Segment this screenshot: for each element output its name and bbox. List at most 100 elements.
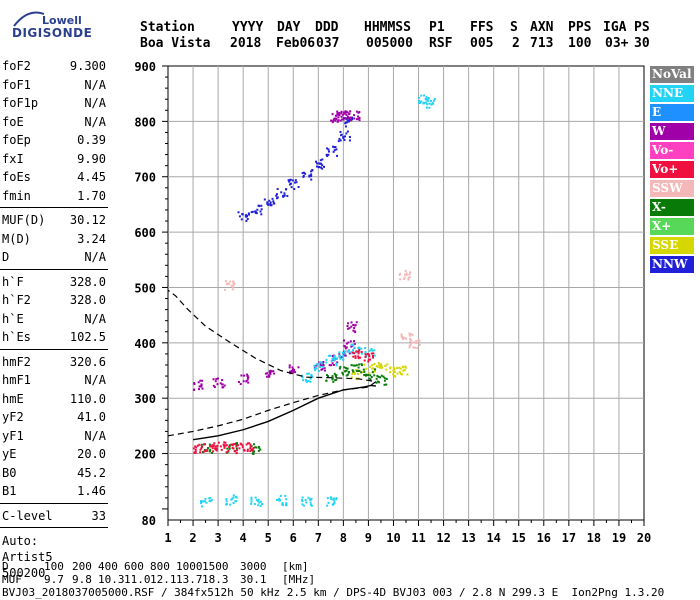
echo-point-nnw [275, 197, 278, 200]
echo-point-nne [335, 362, 338, 365]
header-label-7: S [510, 20, 518, 35]
echo-point-x [344, 370, 347, 373]
echo-point-ssw [409, 343, 412, 346]
echo-point-nne [284, 503, 287, 506]
param-name: foEs [2, 170, 31, 184]
echo-point-nne [255, 499, 258, 502]
echo-point-nnw [275, 193, 278, 196]
echo-point-x [331, 378, 334, 381]
echo-point-nne [430, 103, 433, 106]
legend-item-x: X+ [650, 218, 694, 235]
echo-point-nne [365, 354, 368, 357]
echo-point-nnw [342, 137, 345, 140]
echo-point-ssw [412, 346, 415, 349]
echo-point-nnw [346, 119, 349, 122]
echo-point-nnw [304, 172, 307, 175]
legend-item-vo: Vo+ [650, 161, 694, 178]
param-separator [0, 348, 108, 350]
header-value-0: Boa Vista [140, 36, 211, 51]
echo-point-nnw [320, 162, 323, 165]
echo-point-x [385, 377, 388, 380]
echo-point-sse [404, 365, 407, 368]
echo-point-vo [353, 352, 356, 355]
echo-point-nnw [254, 210, 257, 213]
echo-point-nnw [321, 158, 324, 161]
echo-point-sse [393, 375, 396, 378]
echo-point-nnw [260, 213, 263, 216]
echo-point-nnw [319, 166, 322, 169]
echo-point-nnw [251, 210, 254, 213]
echo-point-ssw [418, 339, 421, 342]
echo-point-nne [327, 354, 330, 357]
y-tick-label: 300 [134, 392, 156, 406]
echo-point-nne [333, 500, 336, 503]
echo-point-nne [322, 365, 325, 368]
echo-point-ssw [400, 333, 403, 336]
echo-point-vo [212, 450, 215, 453]
echo-point-nnw [269, 201, 272, 204]
echo-point-nne [204, 500, 207, 503]
echo-point-vo [243, 449, 246, 452]
echo-point-nnw [339, 130, 342, 133]
echo-point-w [336, 112, 339, 115]
echo-point-nnw [297, 186, 300, 189]
echo-point-nne [250, 498, 253, 501]
echo-point-nne [278, 499, 281, 502]
footer-value: 9.8 [72, 573, 92, 586]
footer-value: 18.3 [202, 573, 229, 586]
echo-point-nne [314, 367, 317, 370]
param-value: N/A [84, 428, 106, 443]
param-value: 110.0 [69, 391, 106, 406]
echo-point-nnw [345, 121, 348, 124]
param-value: 4.45 [77, 170, 106, 184]
echo-point-nne [314, 369, 317, 372]
echo-point-nnw [346, 130, 349, 133]
echo-point-x [251, 452, 254, 455]
echo-point-nne [257, 500, 260, 503]
echo-point-nne [325, 361, 328, 364]
echo-point-w [268, 374, 271, 377]
x-tick-label: 15 [512, 531, 526, 545]
echo-point-vo [246, 450, 249, 453]
echo-point-vo [248, 442, 251, 445]
echo-point-x [335, 378, 338, 381]
echo-point-x [253, 443, 256, 446]
echo-point-w [352, 329, 355, 332]
echo-point-nnw [348, 139, 351, 142]
x-tick-label: 16 [537, 531, 551, 545]
echo-point-w [357, 117, 360, 120]
echo-point-nnw [344, 135, 347, 138]
echo-point-nne [304, 498, 307, 501]
echo-point-x [370, 375, 373, 378]
echo-point-vo [206, 449, 209, 452]
echo-point-x [207, 446, 210, 449]
echo-point-nnw [266, 202, 269, 205]
param-name: D [2, 250, 10, 264]
ionogram-chart: 1 2 3 4 5 6 7 8 9 10 11 12 13 14 15 16 17 18 19 20802003004… [134, 60, 651, 545]
echo-point-nne [301, 503, 304, 506]
echo-point-w [219, 382, 222, 385]
echo-point-w [352, 324, 355, 327]
echo-point-w [332, 363, 335, 366]
param-value: 45.2 [77, 465, 106, 480]
echo-point-w [358, 119, 361, 122]
echo-point-nnw [293, 188, 296, 191]
echo-point-ssw [415, 342, 418, 345]
echo-point-ssw [413, 341, 416, 344]
echo-point-w [292, 368, 295, 371]
echo-point-nne [428, 102, 431, 105]
param-row-yF2: yF2 41.0 [2, 409, 106, 425]
echo-point-x [368, 377, 371, 380]
echo-point-nnw [351, 116, 354, 119]
echo-point-nne [333, 355, 336, 358]
echo-point-w [355, 118, 358, 121]
echo-point-sse [392, 366, 395, 369]
echo-point-ssw [224, 280, 227, 283]
echo-point-nne [425, 101, 428, 104]
echo-point-w [349, 340, 352, 343]
echo-point-nnw [247, 212, 250, 215]
echo-point-vo [352, 355, 355, 358]
echo-point-nne [253, 502, 256, 505]
legend-item-nnw: NNW [650, 256, 694, 273]
echo-point-w [272, 370, 275, 373]
